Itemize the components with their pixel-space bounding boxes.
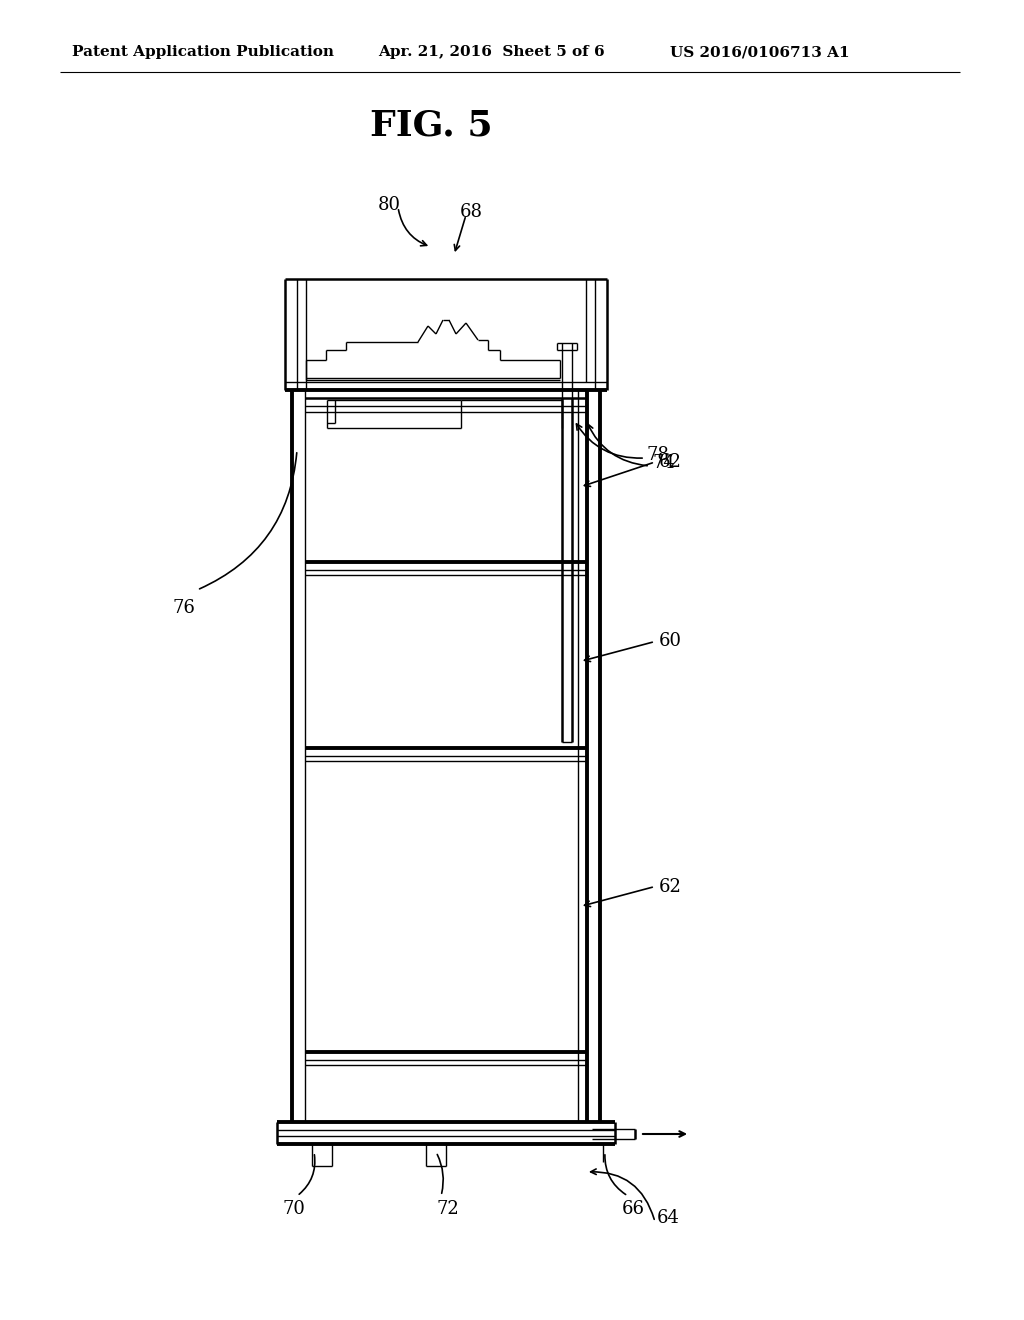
Text: 62: 62 xyxy=(659,878,682,895)
Text: Patent Application Publication: Patent Application Publication xyxy=(72,45,334,59)
Text: 76: 76 xyxy=(172,599,195,616)
Text: 70: 70 xyxy=(282,1200,305,1218)
Text: Apr. 21, 2016  Sheet 5 of 6: Apr. 21, 2016 Sheet 5 of 6 xyxy=(378,45,604,59)
Text: 62: 62 xyxy=(659,453,682,471)
Text: 72: 72 xyxy=(436,1200,459,1218)
Text: 66: 66 xyxy=(622,1200,645,1218)
Text: 68: 68 xyxy=(460,203,483,220)
Text: US 2016/0106713 A1: US 2016/0106713 A1 xyxy=(670,45,850,59)
Text: 78: 78 xyxy=(647,446,670,465)
Text: 80: 80 xyxy=(378,195,401,214)
Text: FIG. 5: FIG. 5 xyxy=(370,108,493,143)
Text: 60: 60 xyxy=(659,632,682,651)
Text: 74: 74 xyxy=(652,454,675,473)
Text: 64: 64 xyxy=(657,1209,680,1228)
